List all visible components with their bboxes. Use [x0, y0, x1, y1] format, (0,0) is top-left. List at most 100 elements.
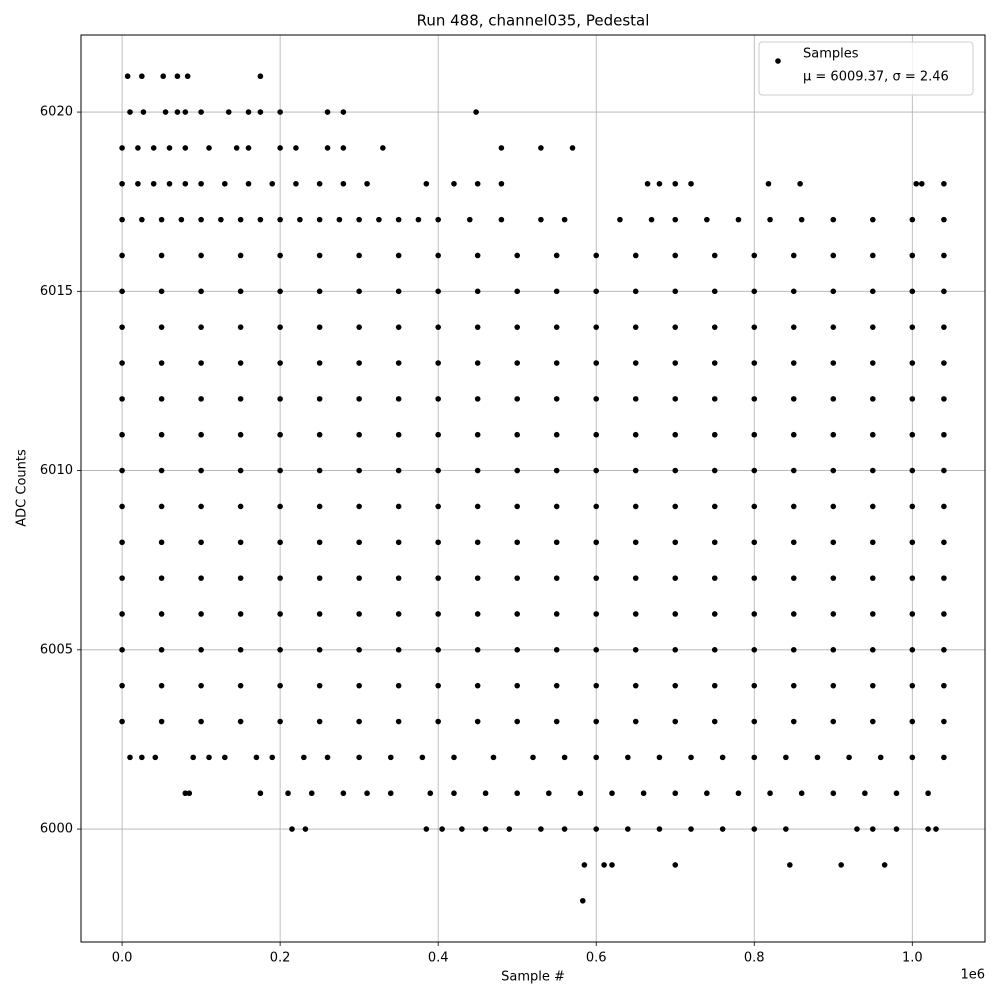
point [719, 826, 726, 832]
point [672, 288, 679, 295]
point [711, 718, 718, 725]
point [783, 754, 789, 761]
point [514, 467, 520, 474]
point [593, 360, 600, 366]
point [579, 897, 586, 904]
point [198, 180, 204, 187]
point [751, 647, 758, 653]
point [561, 826, 568, 832]
point [198, 252, 204, 259]
point [893, 790, 900, 797]
point [206, 754, 212, 761]
point [119, 682, 125, 689]
point [609, 862, 615, 868]
point [869, 682, 876, 689]
point [581, 862, 588, 868]
point [790, 288, 797, 295]
point [711, 252, 718, 259]
point [277, 611, 283, 617]
point [182, 180, 189, 187]
point [474, 503, 481, 510]
point [474, 252, 481, 259]
point [869, 503, 876, 510]
point [672, 431, 679, 438]
point [435, 539, 441, 546]
point [119, 467, 125, 474]
point [237, 539, 244, 546]
point [356, 324, 362, 330]
point [688, 754, 694, 761]
point [672, 324, 679, 330]
point [869, 324, 876, 330]
point [293, 180, 299, 187]
point [941, 718, 947, 725]
point [830, 324, 837, 330]
point [316, 718, 323, 725]
point [514, 790, 520, 797]
point [160, 73, 166, 80]
point [869, 396, 876, 402]
point [941, 360, 947, 366]
point [632, 575, 639, 581]
point [553, 718, 560, 725]
point [356, 467, 362, 474]
point [257, 216, 264, 223]
point [790, 324, 797, 330]
point [538, 145, 544, 151]
point [632, 647, 639, 653]
point [909, 467, 916, 474]
point [506, 826, 513, 832]
point [174, 109, 181, 115]
point [514, 682, 520, 689]
point [364, 180, 370, 187]
point [869, 539, 876, 546]
point [395, 360, 402, 366]
point [672, 396, 679, 402]
point [869, 431, 876, 438]
point [427, 790, 434, 797]
point [277, 539, 283, 546]
point [751, 324, 758, 330]
point [237, 288, 244, 295]
point [790, 252, 797, 259]
point [277, 467, 283, 474]
point [530, 754, 536, 761]
point [830, 718, 837, 725]
point [593, 826, 600, 832]
point [474, 647, 481, 653]
point [869, 288, 876, 295]
point [451, 790, 457, 797]
point [553, 288, 560, 295]
point [711, 396, 718, 402]
point [237, 467, 244, 474]
point [909, 503, 916, 510]
point [395, 647, 402, 653]
point [158, 682, 165, 689]
x-tick-label: 0.0 [112, 951, 133, 966]
point [909, 575, 916, 581]
point [711, 539, 718, 546]
plot-frame [80, 34, 986, 943]
point [514, 360, 520, 366]
point [790, 467, 797, 474]
legend-box [758, 41, 974, 96]
point [767, 216, 773, 223]
point [553, 539, 560, 546]
point [119, 539, 125, 546]
point [277, 682, 283, 689]
point [593, 575, 600, 581]
point [245, 145, 252, 151]
point [617, 216, 623, 223]
point [316, 682, 323, 689]
point [435, 360, 441, 366]
points [119, 73, 947, 904]
point [356, 503, 362, 510]
point [538, 826, 544, 832]
point [869, 647, 876, 653]
point [735, 216, 742, 223]
point [182, 145, 189, 151]
point [561, 216, 568, 223]
point [158, 216, 165, 223]
point [435, 467, 441, 474]
